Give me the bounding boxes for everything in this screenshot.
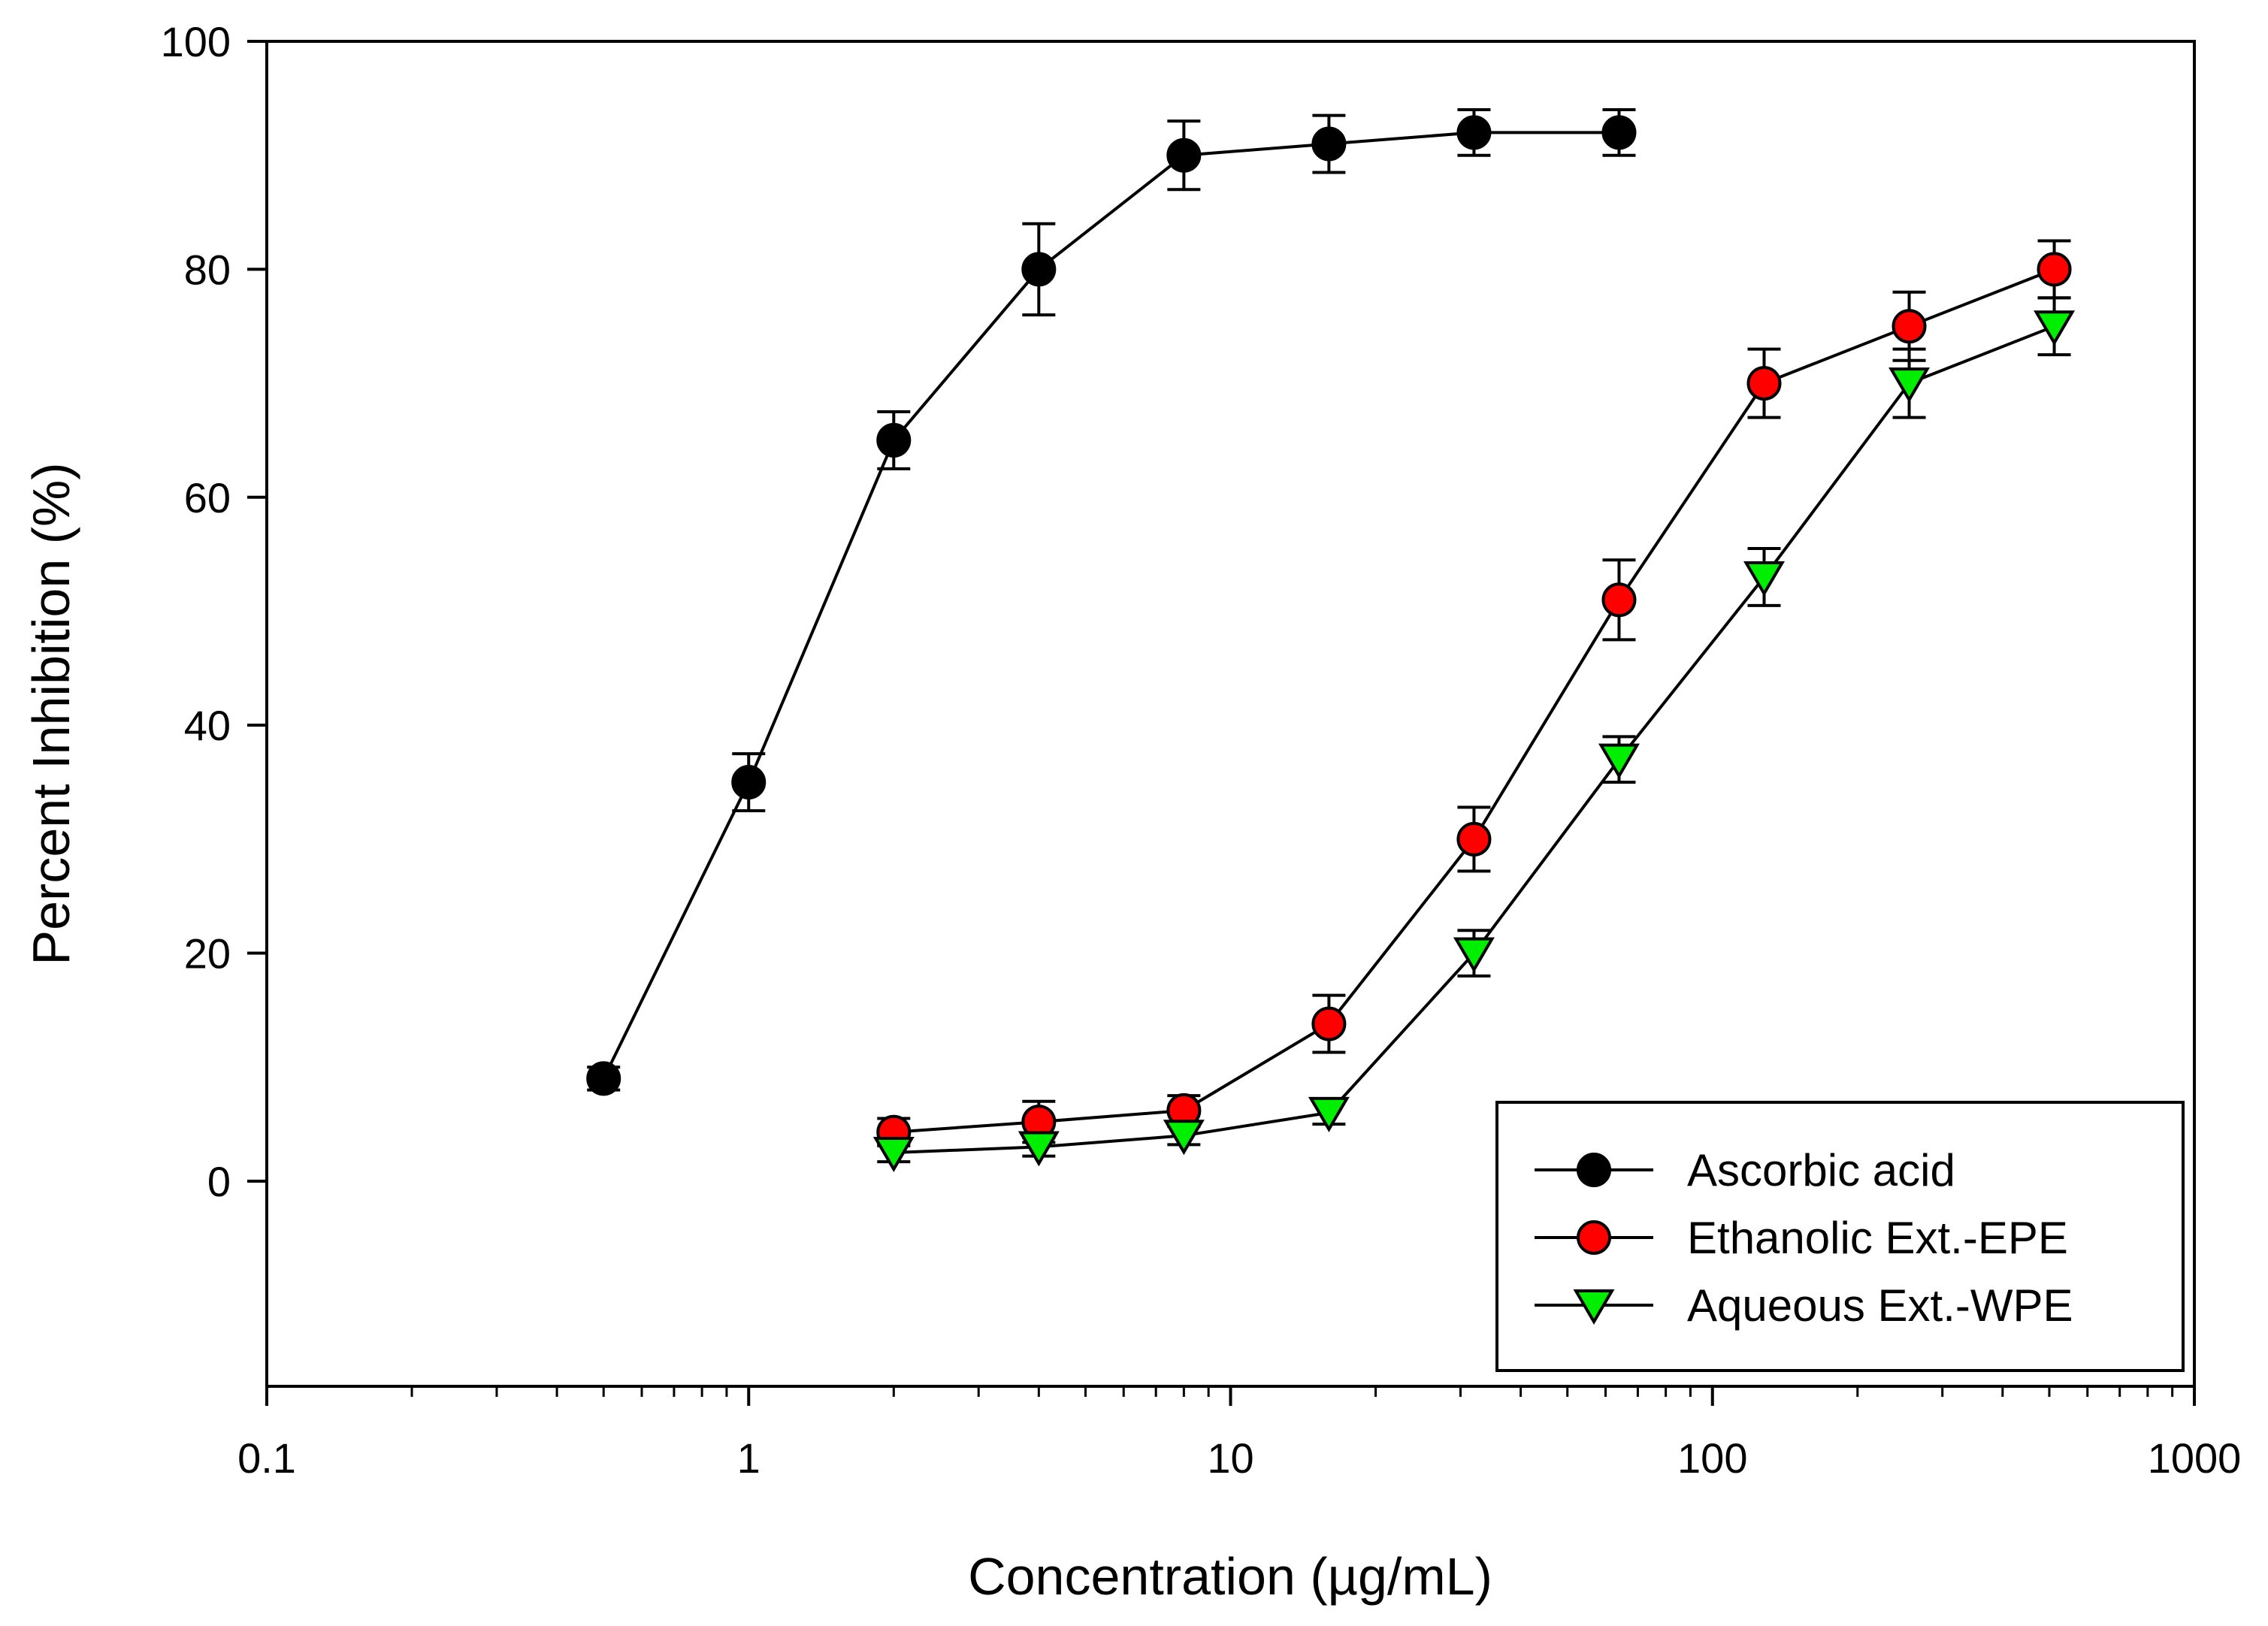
data-point <box>876 422 912 458</box>
data-point <box>872 1137 915 1172</box>
data-point <box>1892 309 1927 344</box>
legend-marker <box>1573 1289 1615 1325</box>
data-point <box>1601 115 1637 150</box>
series-ascorbic-acid <box>586 108 1637 1096</box>
data-point <box>2037 252 2072 287</box>
x-tick-label: 0.1 <box>237 1434 296 1482</box>
data-point <box>1601 582 1637 618</box>
legend: Ascorbic acid Ethanolic Ext.-EPE Aqueous E… <box>1495 1101 2185 1372</box>
data-point <box>1746 366 1782 401</box>
data-point <box>731 765 767 800</box>
y-tick-label: 40 <box>184 702 231 749</box>
y-tick-label: 60 <box>184 474 231 521</box>
legend-marker <box>1577 1153 1611 1187</box>
data-point <box>1456 821 1492 857</box>
y-tick-label: 80 <box>184 246 231 293</box>
x-tick-label: 10 <box>1207 1434 1253 1482</box>
data-point <box>1018 1131 1060 1167</box>
series-line <box>894 267 2055 1134</box>
data-point <box>1163 1120 1205 1156</box>
series-ethanolic-ext-epe <box>876 239 2072 1150</box>
y-axis-title: Percent Inhibition (%) <box>22 462 80 965</box>
y-tick-label: 0 <box>207 1158 231 1205</box>
x-tick-label: 1000 <box>2148 1434 2242 1482</box>
x-tick-label: 1 <box>737 1434 761 1482</box>
data-point <box>1456 115 1492 150</box>
axes: 0.1 1 10 100 1000 0 20 40 60 80 100 <box>161 18 2242 1482</box>
y-tick-label: 100 <box>161 18 231 65</box>
data-point <box>1311 126 1347 162</box>
x-tick-label: 100 <box>1677 1434 1747 1482</box>
data-point <box>1021 252 1057 287</box>
data-point <box>1888 367 1931 403</box>
y-tick-label: 20 <box>184 930 231 978</box>
legend-marker <box>1577 1220 1611 1255</box>
data-point <box>1453 937 1495 973</box>
legend-label: Aqueous Ext.-WPE <box>1687 1280 2073 1331</box>
legend-label: Ascorbic acid <box>1687 1145 1955 1195</box>
legend-label: Ethanolic Ext.-EPE <box>1687 1213 2068 1263</box>
data-point <box>586 1061 621 1096</box>
data-point <box>1743 561 1785 597</box>
legend-entry: Aqueous Ext.-WPE <box>1535 1280 2073 1331</box>
series-line <box>894 325 2055 1154</box>
legend-entry: Ascorbic acid <box>1535 1145 1955 1195</box>
series-layer <box>586 108 2076 1172</box>
data-point <box>2034 310 2076 346</box>
series-line <box>602 131 1619 1080</box>
x-axis-title: Concentration (µg/mL) <box>968 1547 1492 1606</box>
legend-entry: Ethanolic Ext.-EPE <box>1535 1213 2068 1263</box>
data-point <box>1598 743 1640 779</box>
data-point <box>1308 1096 1350 1132</box>
data-point <box>1311 1006 1347 1041</box>
data-point <box>1166 138 1202 173</box>
series-aqueous-ext-wpe <box>872 296 2076 1172</box>
